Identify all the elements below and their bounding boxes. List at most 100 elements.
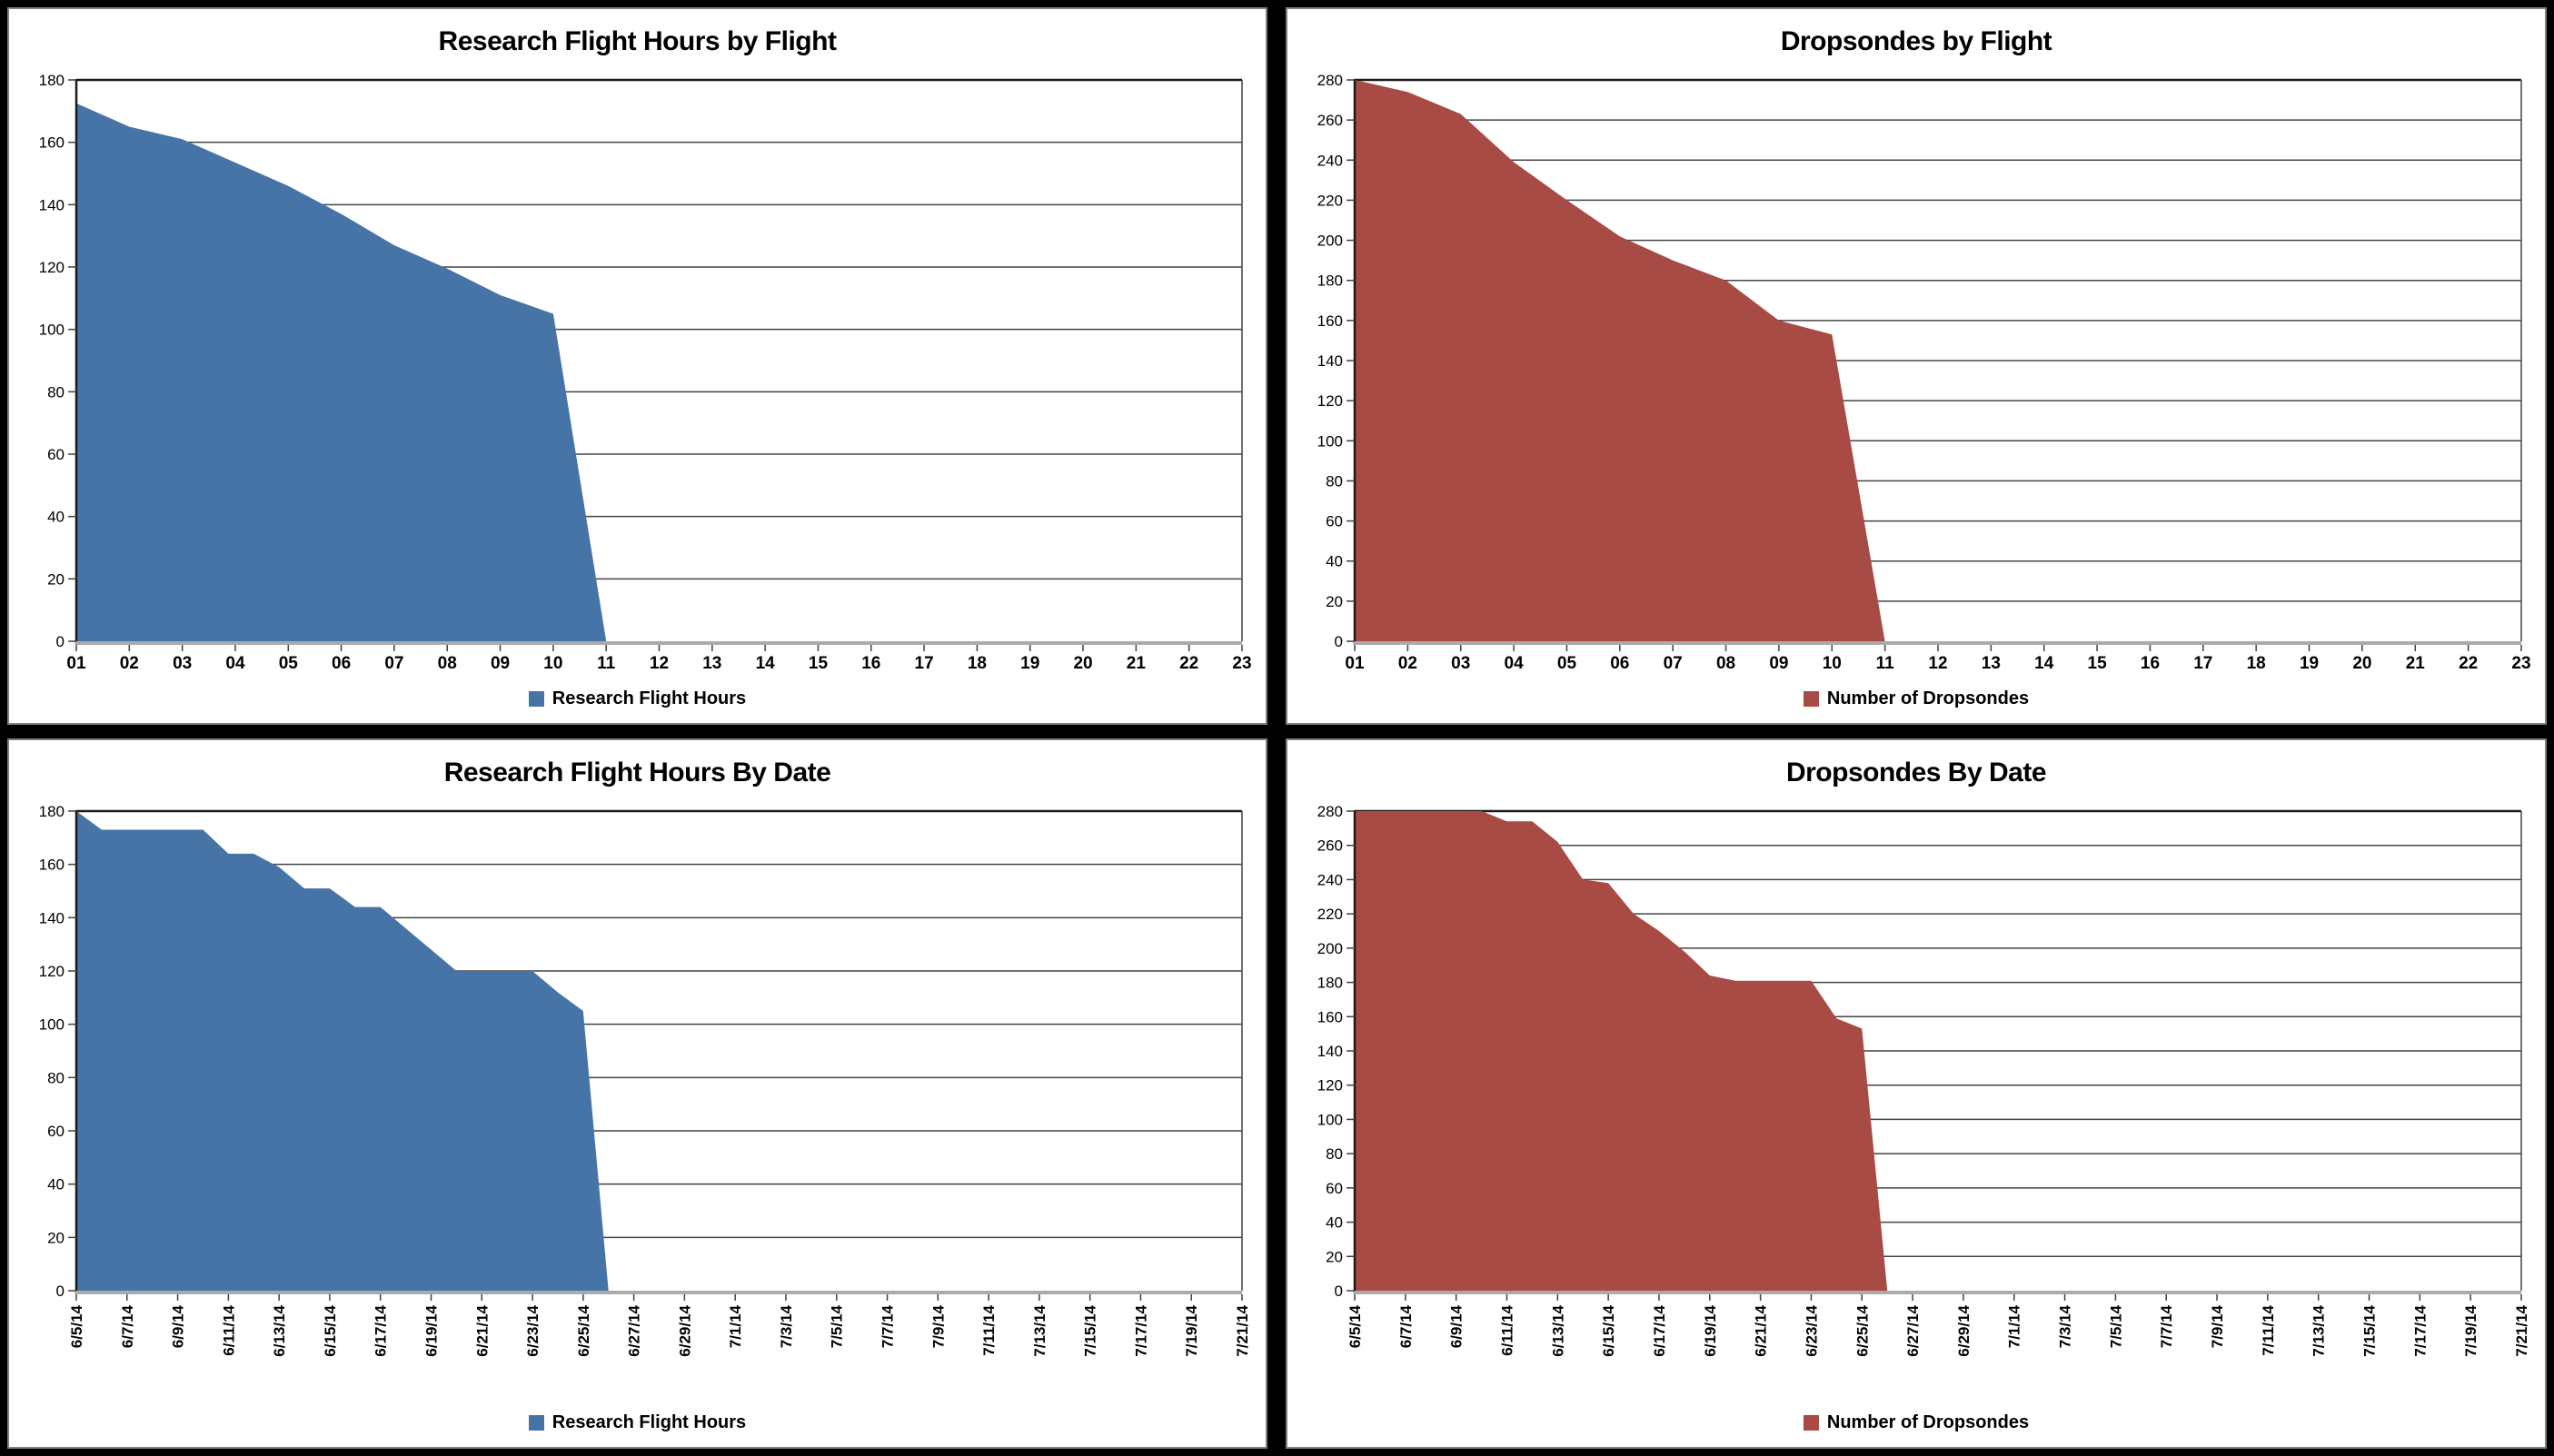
legend-swatch-icon bbox=[1803, 1414, 1819, 1431]
x-tick-label: 07 bbox=[384, 654, 403, 673]
legend-swatch-icon bbox=[1803, 690, 1819, 707]
y-tick-label: 100 bbox=[1317, 432, 1343, 450]
y-tick-label: 280 bbox=[1317, 806, 1343, 820]
x-tick-label: 21 bbox=[1127, 654, 1147, 673]
x-tick-label: 23 bbox=[2511, 654, 2530, 673]
x-tick-label: 6/19/14 bbox=[1702, 1304, 1719, 1356]
x-tick-label: 22 bbox=[1179, 654, 1198, 673]
y-tick-label: 280 bbox=[1317, 74, 1343, 89]
x-tick-label: 6/7/14 bbox=[1397, 1304, 1415, 1348]
x-tick-label: 04 bbox=[1505, 654, 1525, 673]
x-tick-label: 7/9/14 bbox=[929, 1304, 947, 1348]
x-tick-label: 6/23/14 bbox=[524, 1304, 542, 1356]
y-tick-label: 120 bbox=[39, 259, 65, 276]
x-tick-label: 02 bbox=[120, 654, 139, 673]
x-tick-label: 10 bbox=[543, 654, 562, 673]
dropsondes-by-date-plot-area: 0 20 40 60 80 100 120 140 160 180 200 220 240 260 280 6… bbox=[1298, 806, 2534, 1398]
x-tick-label: 7/5/14 bbox=[2107, 1304, 2124, 1348]
y-tick-label: 40 bbox=[1326, 1214, 1343, 1232]
y-tick-label: 40 bbox=[1326, 553, 1343, 570]
y-tick-label: 100 bbox=[1317, 1111, 1343, 1128]
x-tick-label: 7/3/14 bbox=[778, 1304, 795, 1348]
x-tick-label: 7/11/14 bbox=[980, 1304, 998, 1355]
x-tick-label: 16 bbox=[861, 654, 880, 673]
y-tick-label: 80 bbox=[1326, 472, 1343, 490]
x-tick-label: 7/19/14 bbox=[1183, 1304, 1200, 1356]
x-tick-label: 7/17/14 bbox=[2411, 1304, 2429, 1356]
y-tick-label: 160 bbox=[1317, 312, 1343, 330]
flight-hours-by-date-plot-area: 0 20 40 60 80 100 120 140 160 180 6/5/14 6/7/14 6/9/… bbox=[20, 806, 1255, 1398]
y-tick-label: 140 bbox=[1317, 1043, 1343, 1060]
x-tick-label: 7/21/14 bbox=[2513, 1304, 2530, 1356]
area-chart-flight-hours-by-date: 0 20 40 60 80 100 120 140 160 180 6/5/14 6/7/14 6/9/… bbox=[39, 806, 1251, 1357]
x-tick-label: 08 bbox=[438, 654, 457, 673]
x-tick-label: 17 bbox=[2193, 654, 2212, 673]
x-tick-label: 6/5/14 bbox=[68, 1304, 85, 1348]
x-tick-label: 6/19/14 bbox=[422, 1304, 440, 1356]
y-tick-label: 180 bbox=[39, 806, 65, 820]
y-tick-label: 120 bbox=[1317, 392, 1343, 410]
x-tick-label: 17 bbox=[915, 654, 934, 673]
area-series bbox=[76, 103, 1242, 641]
area-chart-flight-hours-by-flight: 0 20 40 60 80 100 120 140 160 180 01 02 03 04 05 06 07 08… bbox=[39, 74, 1252, 673]
x-tick-label: 12 bbox=[650, 654, 669, 673]
x-tick-label: 6/15/14 bbox=[1600, 1304, 1617, 1356]
area-chart-dropsondes-by-flight: 0204060801001201401601802002202402602800… bbox=[1317, 74, 2531, 673]
flight-hours-by-flight-plot-area: 0 20 40 60 80 100 120 140 160 180 01 02 03 04 05 06 07 08… bbox=[20, 74, 1255, 674]
y-tick-label: 40 bbox=[47, 1176, 65, 1194]
y-tick-label: 200 bbox=[1317, 940, 1343, 957]
y-tick-label: 20 bbox=[47, 1229, 65, 1246]
y-tick-label: 160 bbox=[39, 857, 65, 874]
x-tick-label: 7/15/14 bbox=[2361, 1304, 2379, 1356]
x-tick-label: 16 bbox=[2141, 654, 2160, 673]
y-tick-label: 60 bbox=[1326, 1180, 1343, 1197]
x-tick-label: 7/1/14 bbox=[2006, 1304, 2023, 1348]
legend-label: Research Flight Hours bbox=[552, 1411, 747, 1432]
x-tick-label: 10 bbox=[1823, 654, 1842, 673]
chart-panel-dropsondes-by-date: Dropsondes By Date 0 20 40 60 80 100 120 140 160… bbox=[1286, 738, 2547, 1449]
dropsondes-by-flight-plot-area: 0 20 40 60 80 100 120 140 160 180 200 220 240 260 280 0… bbox=[1298, 74, 2534, 674]
x-tick-label: 03 bbox=[173, 654, 192, 673]
y-tick-label: 0 bbox=[1335, 1283, 1343, 1300]
x-tick-label: 05 bbox=[279, 654, 299, 673]
y-tick-label: 120 bbox=[39, 963, 65, 980]
y-tick-label: 20 bbox=[1326, 1248, 1343, 1265]
x-tick-label: 07 bbox=[1664, 654, 1683, 673]
x-tick-label: 7/11/14 bbox=[2260, 1304, 2277, 1355]
x-tick-label: 23 bbox=[1232, 654, 1251, 673]
x-tick-label: 15 bbox=[809, 654, 829, 673]
legend: Research Flight Hours bbox=[20, 674, 1255, 723]
x-tick-label: 6/9/14 bbox=[170, 1304, 187, 1348]
x-tick-label: 01 bbox=[66, 654, 86, 673]
x-tick-label: 12 bbox=[1928, 654, 1947, 673]
y-tick-label: 240 bbox=[1317, 152, 1343, 169]
x-tick-label: 6/5/14 bbox=[1347, 1304, 1364, 1348]
x-tick-label: 05 bbox=[1557, 654, 1577, 673]
x-tick-label: 02 bbox=[1398, 654, 1417, 673]
x-tick-label: 06 bbox=[332, 654, 351, 673]
x-tick-label: 7/7/14 bbox=[2158, 1304, 2175, 1348]
x-tick-label: 08 bbox=[1716, 654, 1735, 673]
x-tick-label: 19 bbox=[2300, 654, 2319, 673]
legend-label: Number of Dropsondes bbox=[1826, 1411, 2030, 1432]
x-tick-label: 6/7/14 bbox=[119, 1304, 136, 1348]
legend: Number of Dropsondes bbox=[1298, 1398, 2534, 1447]
x-tick-label: 6/27/14 bbox=[626, 1304, 643, 1356]
y-tick-label: 200 bbox=[1317, 233, 1343, 250]
x-tick-label: 13 bbox=[1982, 654, 2001, 673]
area-series bbox=[76, 811, 1242, 1291]
y-tick-label: 100 bbox=[39, 322, 65, 339]
x-tick-label: 20 bbox=[1073, 654, 1092, 673]
y-tick-label: 80 bbox=[1326, 1145, 1343, 1163]
x-tick-label: 7/9/14 bbox=[2209, 1304, 2226, 1348]
x-tick-label: 18 bbox=[2247, 654, 2266, 673]
chart-title: Dropsondes by Flight bbox=[1780, 26, 2052, 56]
x-tick-label: 6/13/14 bbox=[271, 1304, 288, 1356]
x-tick-label: 6/21/14 bbox=[1753, 1304, 1770, 1356]
x-tick-label: 6/29/14 bbox=[676, 1304, 693, 1356]
x-tick-label: 6/11/14 bbox=[220, 1304, 237, 1355]
y-tick-label: 100 bbox=[39, 1016, 65, 1034]
x-tick-label: 6/11/14 bbox=[1498, 1304, 1516, 1355]
x-tick-label: 09 bbox=[491, 654, 510, 673]
